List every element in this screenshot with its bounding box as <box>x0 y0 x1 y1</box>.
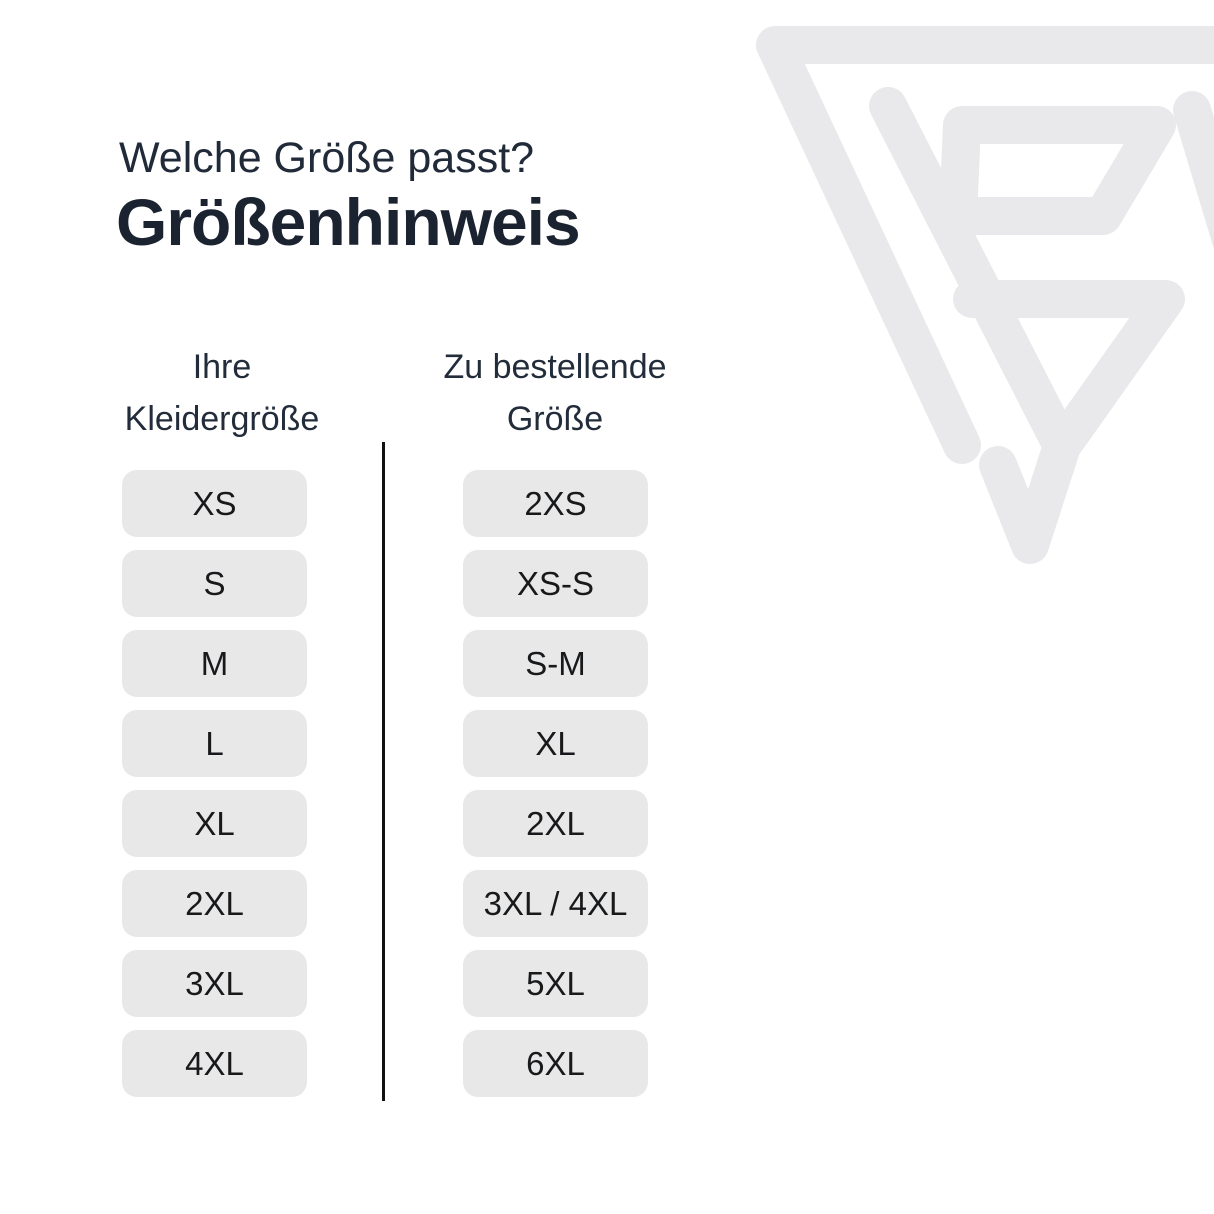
size-pill: 4XL <box>122 1030 307 1097</box>
logo-inner-diagonal-check <box>869 87 1081 564</box>
column-divider <box>382 442 385 1101</box>
size-pill: 2XS <box>463 470 648 537</box>
size-pill: 3XL <box>122 950 307 1017</box>
size-pill: S <box>122 550 307 617</box>
column-header-line: Zu bestellende <box>443 348 667 386</box>
column-header-line: Kleidergröße <box>124 400 320 438</box>
logo-inner-ring <box>939 106 1176 235</box>
column-header-line: Ihre <box>192 348 252 386</box>
size-pill: 5XL <box>463 950 648 1017</box>
size-pill: M <box>122 630 307 697</box>
size-pill: L <box>122 710 307 777</box>
size-pill: 6XL <box>463 1030 648 1097</box>
size-pill: XL <box>122 790 307 857</box>
size-pill: XS <box>122 470 307 537</box>
size-pill: 2XL <box>463 790 648 857</box>
column-header-your-size: Ihre Kleidergröße <box>92 341 352 445</box>
size-pill: 2XL <box>122 870 307 937</box>
column-header-order-size: Zu bestellende Größe <box>425 341 685 445</box>
size-pill: XS-S <box>463 550 648 617</box>
logo-right-leg <box>1173 91 1214 250</box>
logo-seven-bar <box>953 280 1185 465</box>
page-title: Größenhinweis <box>116 185 581 259</box>
size-pill: 3XL / 4XL <box>463 870 648 937</box>
your-size-column: XS S M L XL 2XL 3XL 4XL <box>122 470 307 1097</box>
size-pill: XL <box>463 710 648 777</box>
size-pill: S-M <box>463 630 648 697</box>
page-subtitle: Welche Größe passt? <box>119 134 535 182</box>
logo-outer-triangle <box>756 26 1214 464</box>
order-size-column: 2XS XS-S S-M XL 2XL 3XL / 4XL 5XL 6XL <box>463 470 648 1097</box>
column-header-line: Größe <box>506 400 604 438</box>
